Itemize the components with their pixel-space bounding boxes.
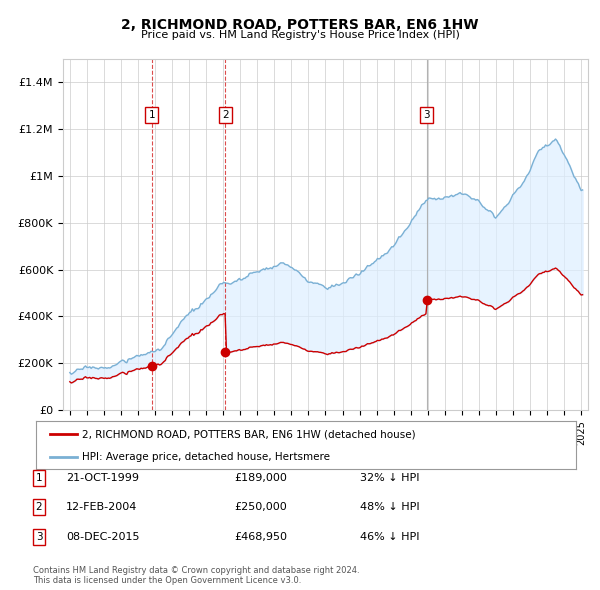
Text: £250,000: £250,000 bbox=[234, 503, 287, 512]
Text: HPI: Average price, detached house, Hertsmere: HPI: Average price, detached house, Hert… bbox=[82, 452, 330, 462]
Text: 48% ↓ HPI: 48% ↓ HPI bbox=[360, 503, 419, 512]
Text: 2, RICHMOND ROAD, POTTERS BAR, EN6 1HW (detached house): 2, RICHMOND ROAD, POTTERS BAR, EN6 1HW (… bbox=[82, 429, 416, 439]
Text: 12-FEB-2004: 12-FEB-2004 bbox=[66, 503, 137, 512]
Text: 1: 1 bbox=[35, 473, 43, 483]
Text: £189,000: £189,000 bbox=[234, 473, 287, 483]
Text: 2: 2 bbox=[35, 503, 43, 512]
Text: 3: 3 bbox=[423, 110, 430, 120]
Text: 2, RICHMOND ROAD, POTTERS BAR, EN6 1HW: 2, RICHMOND ROAD, POTTERS BAR, EN6 1HW bbox=[121, 18, 479, 32]
Text: 3: 3 bbox=[35, 532, 43, 542]
Text: 1: 1 bbox=[148, 110, 155, 120]
Text: £468,950: £468,950 bbox=[234, 532, 287, 542]
Text: Price paid vs. HM Land Registry's House Price Index (HPI): Price paid vs. HM Land Registry's House … bbox=[140, 30, 460, 40]
Text: 21-OCT-1999: 21-OCT-1999 bbox=[66, 473, 139, 483]
Text: 46% ↓ HPI: 46% ↓ HPI bbox=[360, 532, 419, 542]
Text: 2: 2 bbox=[222, 110, 229, 120]
Text: 08-DEC-2015: 08-DEC-2015 bbox=[66, 532, 139, 542]
Text: Contains HM Land Registry data © Crown copyright and database right 2024.
This d: Contains HM Land Registry data © Crown c… bbox=[33, 566, 359, 585]
Text: 32% ↓ HPI: 32% ↓ HPI bbox=[360, 473, 419, 483]
